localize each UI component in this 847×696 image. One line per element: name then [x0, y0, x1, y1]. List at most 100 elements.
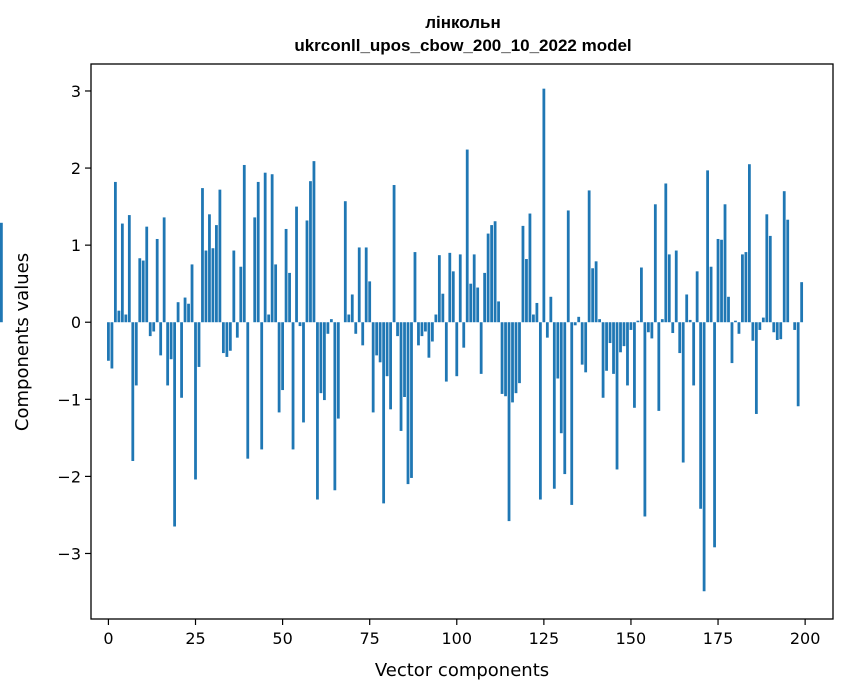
bar — [511, 322, 514, 403]
bar — [368, 281, 372, 323]
bar — [444, 322, 448, 382]
bar — [800, 282, 804, 323]
x-axis-label: Vector components — [375, 660, 549, 681]
bar — [201, 188, 204, 323]
x-tick-label: 0 — [103, 629, 113, 648]
bar — [284, 228, 288, 323]
bar — [166, 322, 170, 386]
bar — [671, 322, 675, 334]
bar — [584, 322, 588, 373]
bar — [458, 254, 462, 323]
bar — [532, 314, 535, 323]
bar — [316, 322, 319, 500]
bar — [528, 213, 532, 323]
bar — [354, 322, 358, 334]
bar — [343, 201, 347, 323]
bar — [667, 254, 671, 323]
bar — [695, 271, 699, 323]
bar — [333, 322, 337, 491]
bar — [309, 181, 312, 323]
bar — [462, 322, 466, 348]
bar — [448, 252, 452, 323]
bar — [312, 161, 316, 323]
bar — [674, 250, 678, 323]
bar — [556, 322, 560, 379]
bar — [155, 238, 159, 323]
bar — [319, 322, 323, 394]
bar — [514, 322, 518, 394]
bar — [295, 206, 298, 323]
bar — [518, 322, 521, 384]
bar — [218, 189, 222, 323]
bar — [451, 271, 455, 323]
bar — [566, 210, 570, 323]
bar — [577, 316, 581, 323]
bar — [277, 322, 281, 413]
bar — [751, 322, 755, 341]
bar — [538, 322, 542, 500]
bar — [364, 247, 368, 323]
bar — [786, 219, 790, 323]
bar — [702, 322, 706, 592]
bar — [545, 322, 549, 338]
bar — [281, 322, 284, 391]
bar — [242, 164, 246, 323]
bar — [194, 322, 197, 480]
bar — [646, 322, 650, 333]
bar — [768, 235, 772, 323]
bar — [559, 322, 563, 434]
bar — [619, 322, 622, 353]
bar — [427, 322, 431, 358]
bar — [190, 264, 194, 323]
x-tick-label: 100 — [442, 629, 473, 648]
bar — [678, 322, 682, 354]
bar — [329, 319, 333, 323]
bar — [476, 287, 480, 323]
bar — [378, 322, 382, 363]
bar — [148, 322, 152, 337]
bar — [542, 88, 546, 323]
bar — [580, 322, 584, 365]
y-tick-label: −2 — [57, 467, 81, 486]
bar — [573, 322, 577, 326]
x-axis-ticks: 0 25 50 75 100 125 150 175 200 — [103, 619, 820, 648]
bar — [692, 322, 696, 386]
bar — [587, 190, 591, 323]
bar — [350, 294, 354, 323]
bar — [486, 233, 490, 323]
x-tick-label: 25 — [185, 629, 205, 648]
bar — [197, 322, 201, 367]
bar — [437, 255, 441, 323]
bar — [302, 322, 305, 423]
bar — [779, 322, 783, 340]
y-tick-label: 3 — [71, 82, 81, 101]
x-tick-label: 150 — [616, 629, 647, 648]
bar — [605, 322, 608, 371]
bar — [406, 322, 410, 485]
bar — [134, 322, 138, 386]
bar — [253, 217, 257, 323]
bar — [685, 294, 689, 323]
bar — [270, 174, 274, 323]
y-tick-label: 2 — [71, 159, 81, 178]
bar — [754, 322, 758, 414]
bar — [208, 214, 211, 323]
x-tick-label: 50 — [272, 629, 292, 648]
bar — [479, 322, 483, 374]
bar — [622, 322, 626, 347]
bar — [274, 264, 278, 323]
bar — [636, 320, 640, 323]
bar — [713, 322, 716, 548]
bar — [591, 268, 595, 323]
bar — [497, 301, 500, 323]
bar — [758, 322, 762, 330]
bar — [629, 322, 633, 330]
bar — [399, 322, 403, 431]
bar — [187, 303, 190, 323]
y-tick-label: 0 — [71, 313, 81, 332]
bar — [323, 322, 326, 401]
bar — [291, 322, 295, 450]
bar — [424, 322, 427, 332]
bar — [660, 319, 664, 323]
